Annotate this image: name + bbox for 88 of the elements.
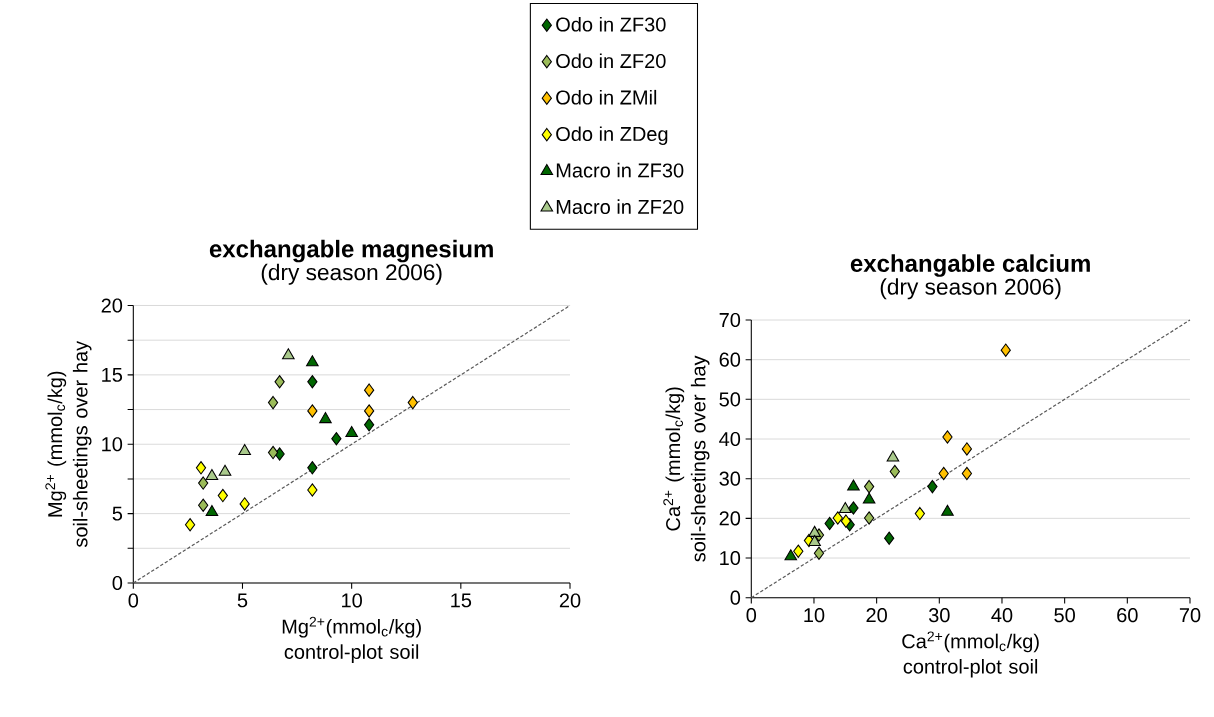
point — [345, 425, 358, 438]
point — [363, 404, 375, 418]
x-tick-label: 10 — [804, 608, 825, 623]
point — [307, 461, 318, 475]
y-tick-label: 30 — [719, 471, 741, 486]
legend-label: Odo in ZF20 — [556, 53, 666, 69]
point — [863, 479, 875, 494]
y-tick-label: 10 — [720, 550, 741, 566]
point — [813, 546, 825, 560]
x-tick-label: 0 — [128, 593, 139, 608]
point — [793, 544, 804, 558]
point — [840, 514, 852, 528]
point — [307, 404, 318, 418]
point — [184, 518, 196, 532]
point — [848, 501, 859, 515]
point — [824, 516, 835, 531]
x-tick-label: 5 — [237, 593, 248, 608]
point — [331, 432, 342, 446]
point — [961, 442, 973, 456]
point — [961, 466, 973, 481]
chart-subtitle: (dry season 2006) — [880, 278, 1061, 300]
point — [808, 534, 821, 547]
point — [886, 450, 900, 462]
point — [862, 492, 876, 504]
point — [938, 466, 949, 481]
y-tick-label: 70 — [719, 312, 741, 328]
point — [267, 395, 279, 410]
chart-title: exchangable magnesium — [209, 239, 493, 263]
point — [363, 383, 375, 397]
y-tick-label: 20 — [101, 298, 123, 313]
y-tick-label: 0 — [112, 575, 123, 591]
x-axis-title: Mg$^{2+}$(mmol$_{c}$/kg) control-plot soil — [282, 616, 421, 663]
legend-label: Odo in ZMil — [556, 89, 657, 105]
chart-title: exchangable calcium — [850, 254, 1090, 277]
point — [838, 502, 852, 514]
x-tick-label: 60 — [1117, 608, 1138, 623]
y-tick-label: 10 — [102, 437, 123, 452]
chart-subtitle: (dry season 2006) — [261, 263, 442, 285]
point — [205, 468, 219, 481]
point — [407, 395, 418, 410]
point — [847, 479, 860, 491]
y-tick-label: 40 — [719, 431, 741, 447]
point — [198, 498, 209, 512]
point — [363, 418, 375, 432]
point — [319, 412, 332, 424]
x-tick-label: 15 — [451, 593, 472, 608]
point — [282, 348, 295, 360]
point — [218, 464, 232, 476]
y-tick-label: 15 — [102, 367, 123, 382]
x-tick-label: 0 — [746, 608, 757, 623]
y-tick-label: 20 — [719, 511, 741, 526]
legend-label: Odo in ZF30 — [556, 16, 666, 32]
y-tick-label: 5 — [112, 506, 123, 521]
point — [238, 443, 251, 456]
x-tick-label: 20 — [559, 593, 581, 608]
point — [306, 355, 319, 367]
point — [832, 511, 843, 525]
legend-label: Odo in ZDeg — [556, 126, 668, 146]
point — [205, 505, 219, 517]
x-tick-label: 40 — [991, 608, 1013, 623]
point — [927, 479, 938, 494]
point — [217, 488, 228, 503]
point — [884, 531, 895, 545]
point — [889, 464, 900, 479]
x-tick-label: 20 — [866, 608, 887, 623]
point — [307, 375, 318, 389]
point — [784, 549, 798, 561]
point — [267, 445, 279, 460]
legend-label: Macro in ZF30 — [556, 162, 684, 178]
point — [307, 483, 318, 497]
x-tick-label: 30 — [928, 608, 950, 623]
point — [198, 476, 209, 490]
y-tick-label: 50 — [719, 392, 741, 407]
x-tick-label: 10 — [342, 593, 362, 608]
point — [195, 461, 207, 475]
y-tick-label: 60 — [719, 352, 741, 367]
x-axis-title: Ca$^{2+}$(mmol$_{c}$/kg) control-plot soil — [902, 631, 1039, 678]
x-tick-label: 50 — [1054, 608, 1075, 623]
legend-label: Macro in ZF20 — [556, 199, 684, 215]
point — [863, 511, 875, 525]
point — [808, 525, 821, 537]
point — [274, 375, 285, 389]
point — [1000, 343, 1011, 357]
point — [914, 506, 926, 521]
x-tick-label: 70 — [1179, 608, 1201, 623]
point — [941, 504, 954, 516]
point — [239, 497, 250, 511]
point — [942, 430, 953, 444]
